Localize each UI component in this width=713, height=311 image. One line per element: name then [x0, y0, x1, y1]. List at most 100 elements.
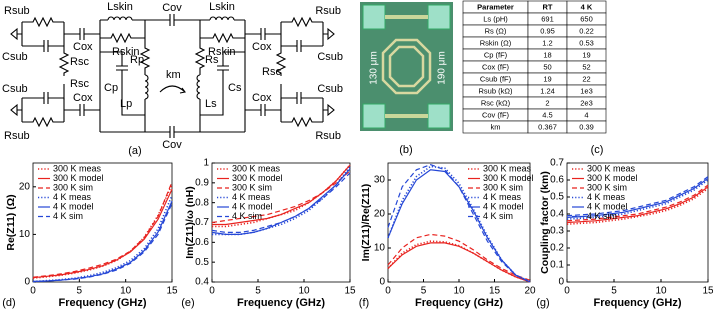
y-tick-label: 0.7: [550, 158, 564, 169]
circuit-label: Rsc: [70, 56, 89, 68]
circuit-label: Rs: [205, 54, 219, 66]
circuit-label: Cox: [252, 41, 272, 53]
x-axis-label: Frequency (GHz): [415, 297, 503, 309]
legend-label: 4 K sim: [232, 211, 262, 221]
dimension-label: 190 μm: [437, 51, 448, 85]
y-tick-label: 20: [19, 181, 31, 192]
schematic: [11, 13, 334, 139]
x-tick-label: 15: [166, 286, 178, 297]
series-line: [566, 176, 709, 217]
table-text: Cov (fF): [482, 110, 510, 119]
legend-label: 4 K meas: [587, 192, 626, 202]
table-cell: [566, 120, 607, 134]
y-tick-label: 10: [19, 229, 31, 240]
table-text: Cox (fF): [482, 62, 510, 71]
caption: (b): [399, 144, 412, 156]
table-text: 18: [543, 50, 551, 59]
legend-label: 300 K meas: [587, 163, 636, 173]
feed: [385, 15, 428, 118]
y-tick-label: 10: [374, 243, 386, 254]
panel-label: (d): [2, 297, 15, 309]
y-axis-label: Im(Z11)/ω (nH): [184, 186, 196, 258]
circuit-label: Cp: [104, 82, 118, 94]
y-tick-label: 0.8: [195, 197, 209, 208]
parameter-table: Parameter RT 4 K Ls (pH) 691 650 Rs (Ω) 0.95 0.2…: [462, 0, 607, 134]
circuit: Lskin Cov Lskin Rsub Rskin Rskin Rsub Cs…: [2, 1, 343, 157]
legend-label: 4 K model: [232, 201, 273, 211]
table-text: km: [491, 122, 501, 131]
y-axis-label: Re(Z11) (Ω): [5, 194, 17, 250]
table-text: Rsub (kΩ): [479, 86, 513, 95]
table-text: 4: [584, 110, 588, 119]
x-tick-label: 5: [611, 286, 617, 297]
inductor: [381, 38, 432, 95]
table-text: 19: [582, 50, 590, 59]
y-tick-label: 0: [24, 277, 30, 288]
y-tick-label: 0.2: [550, 243, 564, 254]
table-text: 0.367: [538, 122, 557, 131]
y-tick-label: 30: [374, 175, 386, 186]
x-tick-label: 20: [524, 286, 536, 297]
series-line: [32, 188, 173, 279]
panel-label: (g): [536, 297, 549, 309]
circuit-label: Csub: [317, 51, 343, 63]
x-tick-label: 5: [421, 286, 427, 297]
series-line: [566, 184, 709, 222]
legend-label: 300 K model: [53, 173, 104, 183]
micrograph: 130 μm 190 μm (b): [360, 2, 453, 156]
legend-label: 300 K meas: [483, 163, 532, 173]
series-line: [211, 170, 351, 224]
circuit-label: Ls: [205, 98, 217, 110]
y-tick-label: 0.6: [550, 175, 564, 186]
table-text: Csub (fF): [480, 74, 512, 83]
circuit-label: Lp: [120, 98, 132, 110]
table-header: Parameter: [477, 2, 514, 11]
table-text: 19: [543, 74, 551, 83]
circuit-label: Cox: [252, 92, 272, 104]
y-tick-label: 0.4: [550, 209, 564, 220]
circuit-label: Csub: [2, 51, 28, 63]
legend-label: 4 K model: [483, 201, 524, 211]
legend-label: 300 K sim: [232, 182, 272, 192]
y-axis-label: Im(Z11)/Re(Z11): [360, 184, 372, 262]
table-text: 1.2: [542, 38, 552, 47]
y-axis-label: Coupling factor (km): [539, 171, 551, 274]
legend-label: 4 K model: [587, 201, 628, 211]
x-tick-label: 0: [385, 286, 391, 297]
x-tick-label: 0: [564, 286, 570, 297]
circuit-label: Cox: [73, 92, 93, 104]
x-tick-label: 15: [702, 286, 713, 297]
x-tick-label: 10: [453, 286, 465, 297]
table-text: 0.95: [540, 26, 555, 35]
circuit-label: Rsc: [262, 66, 281, 78]
circuit-label: Cox: [73, 41, 93, 53]
circuit-label: Lskin: [107, 1, 133, 13]
circuit-label: Rsub: [315, 130, 341, 142]
legend-label: 300 K meas: [232, 163, 281, 173]
x-tick-label: 15: [344, 286, 356, 297]
series-line: [387, 164, 531, 283]
y-tick-label: 1: [203, 158, 209, 169]
legend-label: 4 K meas: [232, 192, 271, 202]
table-text: 52: [582, 62, 590, 71]
y-tick-label: 0.9: [195, 177, 209, 188]
y-tick-label: 0.5: [195, 257, 209, 268]
y-tick-label: 0: [379, 277, 385, 288]
y-tick-label: 0.4: [195, 277, 209, 288]
table-text: Rskin (Ω): [480, 38, 512, 47]
series-line: [566, 187, 709, 225]
legend-label: 4 K sim: [483, 211, 513, 221]
legend-label: 300 K meas: [53, 163, 102, 173]
series-line: [387, 242, 531, 283]
x-tick-label: 0: [30, 286, 36, 297]
table-text: 22: [582, 74, 590, 83]
circuit-label: km: [166, 69, 181, 81]
pads: [362, 4, 451, 129]
table-text: 650: [580, 14, 593, 23]
series-line: [32, 200, 173, 283]
legend-label: 300 K sim: [587, 182, 627, 192]
series-line: [212, 164, 351, 228]
x-tick-label: 15: [489, 286, 501, 297]
